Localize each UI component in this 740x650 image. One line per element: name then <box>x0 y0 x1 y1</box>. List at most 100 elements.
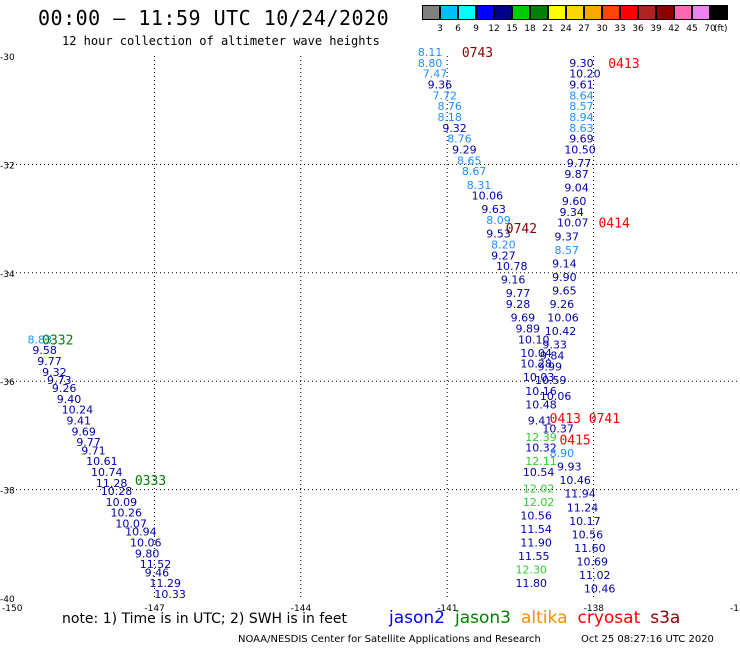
satellite-key-cryosat: cryosat <box>577 608 641 628</box>
legend-swatch <box>476 5 494 20</box>
wave-height-label: 9.34 <box>559 206 584 219</box>
wave-height-label: 8.76 <box>437 100 462 113</box>
wave-height-label: 10.32 <box>525 442 557 455</box>
wave-height-label: 9.58 <box>32 344 57 357</box>
wave-height-label: 10.56 <box>520 509 552 522</box>
wave-height-label: 11.02 <box>579 569 611 582</box>
wave-height-label: 12.11 <box>525 455 557 468</box>
legend-tick-label: 12 <box>488 24 500 34</box>
wave-height-label: 8.31 <box>467 179 492 192</box>
wave-height-label: 8.80 <box>418 57 443 70</box>
wave-height-label: 9.65 <box>552 284 577 297</box>
legend-swatch <box>422 5 440 20</box>
wave-height-label: 8.63 <box>569 122 594 135</box>
wave-height-label: 10.20 <box>569 68 601 81</box>
y-tick-label: -32 <box>0 161 15 171</box>
wave-height-label: 11.55 <box>518 550 550 563</box>
wave-height-label: 9.69 <box>569 133 594 146</box>
generated-timestamp: Oct 25 08:27:16 UTC 2020 <box>581 634 714 645</box>
pass-time-label: 0414 <box>598 217 629 232</box>
wave-height-label: 9.27 <box>491 249 516 262</box>
pass-time-label: 0413 <box>608 57 639 72</box>
wave-height-label: 8.67 <box>462 165 487 178</box>
footer-note: note: 1) Time is in UTC; 2) SWH is in fe… <box>62 611 348 627</box>
credit-text: NOAA/NESDIS Center for Satellite Applica… <box>238 634 541 645</box>
wave-height-label: 10.06 <box>472 190 504 203</box>
wave-height-label: 10.24 <box>62 404 94 417</box>
wave-height-label: 10.74 <box>91 466 123 479</box>
wave-height-label: 9.37 <box>555 230 580 243</box>
wave-height-label: 9.73 <box>47 374 72 387</box>
legend-tick-label: 6 <box>455 24 461 34</box>
wave-height-label: 7.47 <box>423 68 448 81</box>
wave-height-label: 8.90 <box>550 447 575 460</box>
pass-time-label: 0415 <box>559 434 590 449</box>
wave-height-label: 10.50 <box>564 144 596 157</box>
wave-height-label: 8.11 <box>418 46 443 59</box>
wave-height-label: 12.30 <box>516 564 548 577</box>
wave-height-label: 10.69 <box>577 555 609 568</box>
wave-height-label: 10.56 <box>572 528 604 541</box>
legend-tick-label: 9 <box>473 24 479 34</box>
wave-height-label: 9.69 <box>71 425 96 438</box>
wave-height-label: 10.06 <box>130 537 162 550</box>
x-tick-label: -141 <box>437 604 457 614</box>
legend-swatch <box>440 5 458 20</box>
legend-swatch <box>674 5 692 20</box>
legend-tick-label: 18 <box>524 24 536 34</box>
wave-height-label: 9.16 <box>501 274 526 287</box>
wave-height-label: 9.46 <box>145 566 170 579</box>
wave-height-label: 10.03 <box>523 371 555 384</box>
wave-height-label: 10.59 <box>535 374 567 387</box>
wave-height-label: 9.84 <box>540 350 565 363</box>
wave-height-label: 9.71 <box>81 444 106 457</box>
satellite-key: jason2 jason3 altika cryosat s3a <box>389 608 690 628</box>
wave-height-label: 9.77 <box>37 355 62 368</box>
pass-time-label: 0742 <box>506 222 537 237</box>
wave-height-label: 9.69 <box>511 312 536 325</box>
wave-height-label: 9.61 <box>569 79 594 92</box>
wave-height-label: 9.40 <box>57 393 82 406</box>
legend-swatch <box>548 5 566 20</box>
wave-height-label: 9.32 <box>442 122 467 135</box>
wave-height-label: 10.07 <box>115 518 147 531</box>
wave-height-label: 9.33 <box>542 339 567 352</box>
page-title: 00:00 – 11:59 UTC 10/24/2020 <box>38 6 390 30</box>
wave-height-label: 9.32 <box>42 366 67 379</box>
legend-swatch <box>620 5 638 20</box>
pass-time-label: 0413 <box>550 412 581 427</box>
wave-height-label: 10.61 <box>86 455 118 468</box>
wave-height-label: 10.09 <box>106 496 138 509</box>
wave-height-label: 10.46 <box>559 474 591 487</box>
wave-height-label: 9.90 <box>552 271 577 284</box>
wave-height-label: 9.14 <box>552 257 577 270</box>
wave-height-label: 10.54 <box>523 466 555 479</box>
legend-swatch <box>656 5 674 20</box>
wave-height-label: 11.94 <box>564 488 596 501</box>
legend-tick-label: 3 <box>437 24 443 34</box>
wave-height-label: 10.42 <box>545 325 577 338</box>
legend-swatch <box>512 5 530 20</box>
y-tick-label: -36 <box>0 378 15 388</box>
legend-swatch <box>638 5 656 20</box>
wave-height-label: 8.20 <box>491 238 516 251</box>
wave-height-label: 9.77 <box>76 436 101 449</box>
legend-swatch <box>458 5 476 20</box>
wave-height-label: 12.02 <box>523 496 555 509</box>
legend-tick-label: 45 <box>686 24 698 34</box>
satellite-key-s3a: s3a <box>650 608 681 628</box>
legend-tick-label: 70 <box>704 24 716 34</box>
wave-height-label: 11.24 <box>567 501 599 514</box>
wave-height-label: 9.77 <box>567 157 592 170</box>
wave-height-label: 10.17 <box>569 515 601 528</box>
x-tick-label: -138 <box>584 604 605 614</box>
wave-height-label: 9.30 <box>569 57 594 70</box>
wave-height-label: 10.94 <box>125 526 156 539</box>
wave-height-label: 8.94 <box>569 111 594 124</box>
wave-height-label: 9.80 <box>135 547 160 560</box>
wave-height-label: 9.26 <box>550 298 575 311</box>
legend-tick-label: 33 <box>614 24 626 34</box>
wave-height-label: 9.99 <box>537 360 562 373</box>
wave-height-label: 8.76 <box>447 133 472 146</box>
